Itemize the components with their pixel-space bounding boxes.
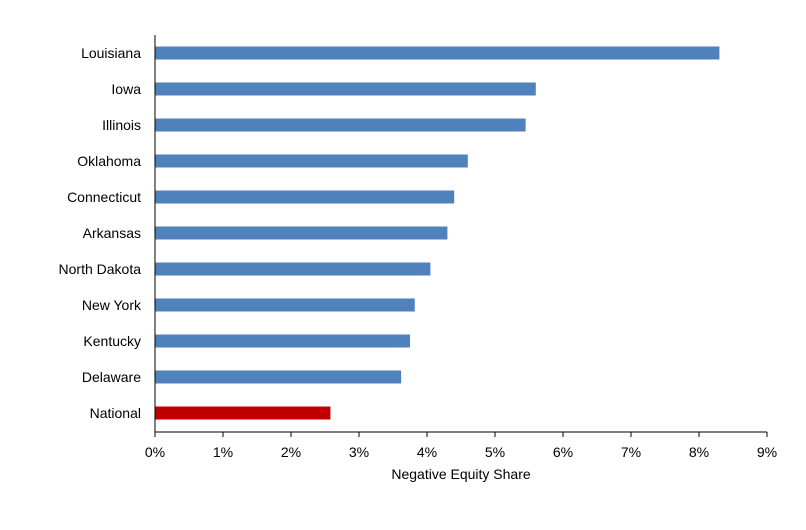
x-tick-marks — [154, 432, 768, 437]
bar-connecticut — [155, 190, 455, 204]
x-axis-title: Negative Equity Share — [391, 466, 531, 482]
bar-arkansas — [155, 226, 448, 240]
x-tick-label: 5% — [485, 444, 505, 460]
bar-delaware — [155, 370, 402, 384]
category-label: Oklahoma — [77, 153, 141, 169]
bars-group — [155, 46, 720, 420]
x-tick-label: 3% — [349, 444, 369, 460]
category-label: Delaware — [82, 369, 141, 385]
category-label: Arkansas — [83, 225, 141, 241]
bar-oklahoma — [155, 154, 468, 168]
x-tick-labels: 0% 1% 2% 3% 4% 5% 6% 7% 8% 9% — [145, 444, 777, 460]
bar-north-dakota — [155, 262, 431, 276]
category-label: Louisiana — [81, 45, 141, 61]
x-tick-label: 7% — [621, 444, 641, 460]
bar-new-york — [155, 298, 415, 312]
x-tick-label: 9% — [757, 444, 777, 460]
x-tick-label: 1% — [213, 444, 233, 460]
bar-national — [155, 406, 331, 420]
category-label: Iowa — [111, 81, 141, 97]
category-label: New York — [82, 297, 142, 313]
bar-louisiana — [155, 46, 720, 60]
bar-illinois — [155, 118, 526, 132]
x-tick-label: 4% — [417, 444, 437, 460]
category-label: Connecticut — [67, 189, 141, 205]
category-label: National — [90, 405, 141, 421]
x-tick-label: 8% — [689, 444, 709, 460]
category-label: Illinois — [102, 117, 141, 133]
category-labels: Louisiana Iowa Illinois Oklahoma Connecticut… — [59, 45, 142, 421]
category-label: North Dakota — [59, 261, 142, 277]
category-label: Kentucky — [83, 333, 141, 349]
x-tick-label: 6% — [553, 444, 573, 460]
x-tick-label: 0% — [145, 444, 165, 460]
x-tick-label: 2% — [281, 444, 301, 460]
bar-iowa — [155, 82, 536, 96]
bar-kentucky — [155, 334, 410, 348]
